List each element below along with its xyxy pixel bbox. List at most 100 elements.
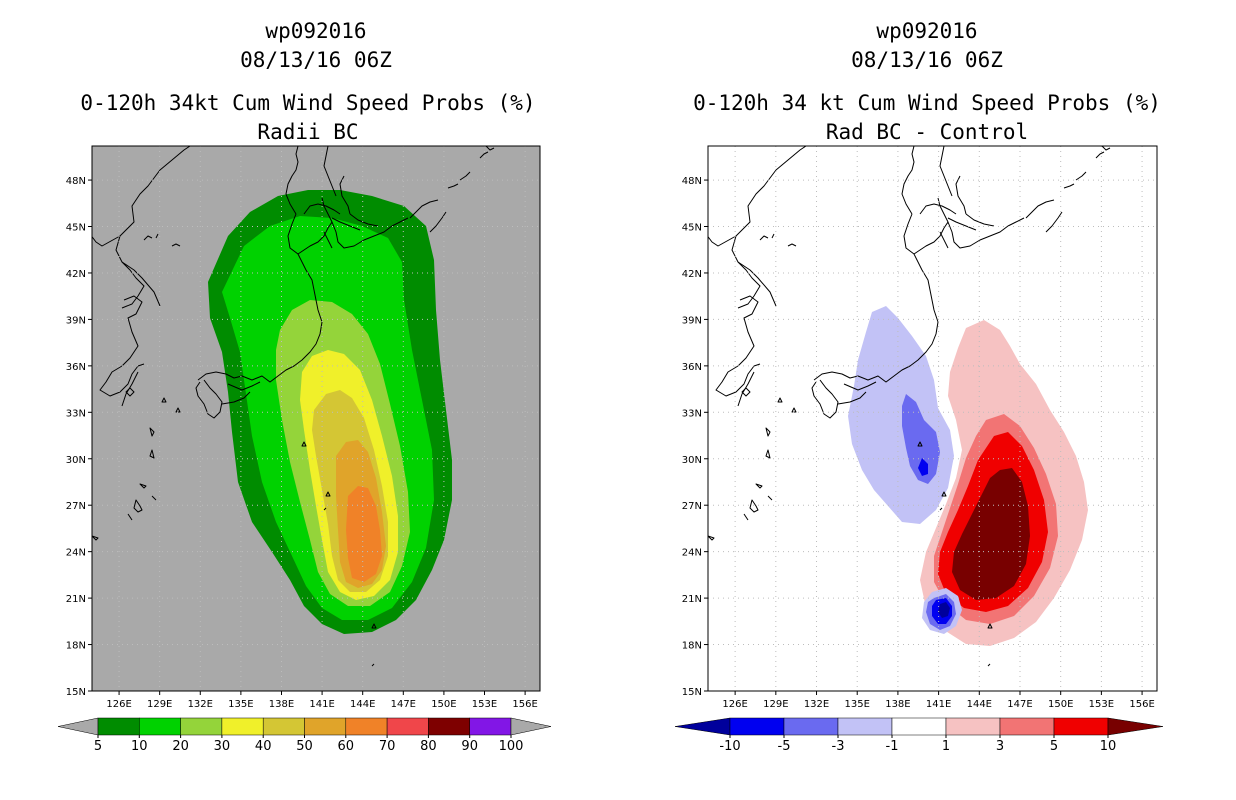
left-colorbar-bin — [262, 717, 305, 736]
right-lon-label: 156E — [1129, 699, 1154, 710]
diff-neg-5-contour — [918, 458, 928, 476]
left-lat-label: 36N — [66, 362, 86, 373]
right-lat-label: 45N — [682, 223, 702, 234]
diff-neg-3-contour — [902, 394, 940, 484]
left-colorbar-label: 30 — [214, 739, 231, 754]
right-colorbar-label: 3 — [996, 739, 1004, 754]
right-panel: wp092016 08/13/16 06Z 0-120h 34 kt Cum W… — [674, 19, 1164, 754]
right-lat-label: 39N — [682, 315, 702, 326]
right-title-product: 0-120h 34 kt Cum Wind Speed Probs (%) — [693, 91, 1161, 115]
left-lat-label: 48N — [66, 176, 86, 187]
left-colorbar-label: 40 — [255, 739, 272, 754]
right-colorbar-label: 10 — [1100, 739, 1117, 754]
left-colorbar-bin — [469, 717, 512, 736]
right-lat-label: 15N — [682, 687, 702, 698]
right-colorbar-label: 1 — [942, 739, 950, 754]
right-lon-label: 129E — [763, 699, 788, 710]
left-lon-label: 147E — [391, 699, 416, 710]
left-lon-label: 153E — [472, 699, 497, 710]
left-title-product: 0-120h 34kt Cum Wind Speed Probs (%) — [80, 91, 535, 115]
left-colorbar-bin — [221, 717, 264, 736]
left-lon-label: 126E — [106, 699, 131, 710]
right-lat-label: 30N — [682, 455, 702, 466]
right-lat-label: 33N — [682, 408, 702, 419]
left-lon-label: 135E — [228, 699, 253, 710]
left-colorbar-label: 80 — [420, 739, 437, 754]
left-colorbar-label: 100 — [499, 739, 524, 754]
left-axis-labels: 126E 129E 132E 135E 138E 141E 144E 147E 150E 153E… — [66, 176, 538, 710]
left-colorbar-label: 20 — [172, 739, 189, 754]
left-panel: wp092016 08/13/16 06Z 0-120h 34kt Cum Wi… — [57, 19, 552, 754]
right-title-experiment: Rad BC - Control — [826, 120, 1028, 144]
left-lat-label: 45N — [66, 223, 86, 234]
right-colorbar-label: -10 — [719, 739, 740, 754]
right-colorbar-high-arrow — [1107, 717, 1164, 736]
left-title-experiment: Radii BC — [257, 120, 358, 144]
right-gridlines — [708, 146, 1157, 691]
right-colorbar-label: -1 — [886, 739, 899, 754]
left-colorbar-bin — [139, 717, 181, 736]
left-lon-label: 129E — [147, 699, 172, 710]
left-colorbar-label: 90 — [461, 739, 478, 754]
right-lon-label: 135E — [845, 699, 870, 710]
left-lat-label: 15N — [66, 687, 86, 698]
right-lon-label: 126E — [722, 699, 747, 710]
right-lat-label: 48N — [682, 176, 702, 187]
left-lon-label: 144E — [350, 699, 375, 710]
left-colorbar-bin — [304, 717, 347, 736]
right-lat-label: 27N — [682, 501, 702, 512]
left-lat-label: 21N — [66, 594, 86, 605]
left-colorbar-bin — [180, 717, 223, 736]
left-colorbar-label: 60 — [338, 739, 355, 754]
right-colorbar-bin — [729, 717, 785, 736]
right-map-frame — [707, 145, 1158, 692]
left-lat-label: 42N — [66, 269, 86, 280]
right-lat-label: 18N — [682, 641, 702, 652]
diff-pos-10-contour — [952, 468, 1030, 600]
right-axis-labels: 126E 129E 132E 135E 138E 141E 144E 147E 150E 153E… — [682, 176, 1155, 710]
right-lat-label: 36N — [682, 362, 702, 373]
right-colorbar-label: -5 — [778, 739, 791, 754]
left-colorbar-bin — [428, 717, 470, 736]
right-title-storm: wp092016 — [876, 19, 977, 43]
right-colorbar-bin — [945, 717, 1001, 736]
right-colorbar-label: 5 — [1050, 739, 1058, 754]
right-lat-label: 24N — [682, 548, 702, 559]
left-colorbar-bin — [97, 717, 140, 736]
left-lat-label: 30N — [66, 455, 86, 466]
right-colorbar-bin — [891, 717, 947, 736]
left-colorbar-bin — [345, 717, 388, 736]
left-lon-label: 150E — [431, 699, 456, 710]
left-colorbar-high-arrow — [510, 717, 552, 736]
right-lon-label: 153E — [1089, 699, 1114, 710]
right-lon-label: 144E — [967, 699, 992, 710]
right-lat-label: 21N — [682, 594, 702, 605]
right-title-date: 08/13/16 06Z — [851, 48, 1003, 72]
left-lat-label: 24N — [66, 548, 86, 559]
left-colorbar-label: 10 — [131, 739, 148, 754]
left-probability-contours — [208, 190, 452, 634]
left-colorbar: 5 10 20 30 40 50 60 70 80 90 100 — [57, 717, 552, 754]
left-map-frame — [91, 145, 541, 692]
right-lon-label: 132E — [804, 699, 829, 710]
left-lon-label: 138E — [269, 699, 294, 710]
left-gridlines — [92, 146, 540, 691]
right-lon-label: 138E — [885, 699, 910, 710]
prob-60-contour — [346, 486, 382, 582]
left-lat-label: 39N — [66, 315, 86, 326]
left-lon-label: 156E — [512, 699, 537, 710]
left-lon-label: 141E — [309, 699, 334, 710]
right-colorbar: -10 -5 -3 -1 1 3 5 10 — [674, 717, 1164, 754]
right-lat-label: 42N — [682, 269, 702, 280]
left-colorbar-label: 5 — [94, 739, 102, 754]
right-lon-label: 141E — [926, 699, 951, 710]
left-colorbar-low-arrow — [57, 717, 99, 736]
left-lat-label: 27N — [66, 501, 86, 512]
right-colorbar-bin — [783, 717, 839, 736]
left-colorbar-label: 50 — [296, 739, 313, 754]
left-title-storm: wp092016 — [265, 19, 366, 43]
right-colorbar-bin — [1053, 717, 1109, 736]
left-colorbar-label: 70 — [379, 739, 396, 754]
left-title-date: 08/13/16 06Z — [240, 48, 392, 72]
left-colorbar-bin — [386, 717, 429, 736]
